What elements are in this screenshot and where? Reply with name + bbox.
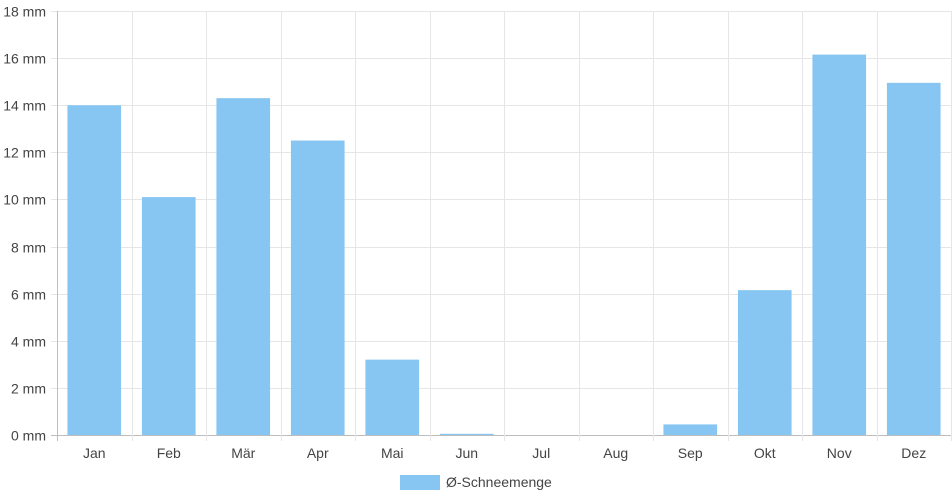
x-tick-label: Okt [754, 445, 776, 461]
y-tick-label: 2 mm [11, 381, 46, 397]
x-tick-label: Jul [532, 445, 550, 461]
bar[interactable] [886, 82, 941, 435]
y-tick-label: 16 mm [3, 51, 46, 67]
x-tick-label: Mär [231, 445, 255, 461]
legend-label: Ø-Schneemenge [446, 474, 552, 490]
x-tick-label: Aug [603, 445, 628, 461]
bar[interactable] [290, 140, 345, 436]
bar[interactable] [663, 424, 718, 435]
x-axis: Jan Feb Mär Apr Mai Jun Jul Aug Sep Okt Nov Dez [83, 445, 926, 461]
x-tick-label: Mai [381, 445, 404, 461]
y-axis: 0 mm 2 mm 4 mm 6 mm 8 mm 10 mm 12 mm 14 mm 16 mm… [3, 4, 46, 444]
y-tick-label: 18 mm [3, 4, 46, 20]
y-tick-label: 4 mm [11, 334, 46, 350]
bar[interactable] [365, 359, 420, 435]
y-tick-label: 6 mm [11, 287, 46, 303]
y-tick-label: 8 mm [11, 240, 46, 256]
y-tick-label: 0 mm [11, 428, 46, 444]
x-tick-label: Nov [827, 445, 852, 461]
bars [67, 54, 941, 436]
y-tick-label: 12 mm [3, 145, 46, 161]
y-tick-label: 14 mm [3, 98, 46, 114]
bar[interactable] [216, 98, 271, 436]
bar[interactable] [737, 290, 792, 435]
bar[interactable] [67, 105, 122, 435]
y-tick-label: 10 mm [3, 192, 46, 208]
x-tick-label: Dez [901, 445, 926, 461]
bar[interactable] [812, 54, 867, 435]
x-tick-label: Apr [307, 445, 329, 461]
x-tick-label: Feb [157, 445, 181, 461]
x-tick-label: Sep [678, 445, 703, 461]
bar[interactable] [439, 433, 494, 435]
legend[interactable]: Ø-Schneemenge [400, 474, 552, 490]
bar[interactable] [141, 197, 196, 435]
x-tick-label: Jun [455, 445, 478, 461]
legend-swatch [400, 475, 440, 490]
x-tick-label: Jan [83, 445, 106, 461]
